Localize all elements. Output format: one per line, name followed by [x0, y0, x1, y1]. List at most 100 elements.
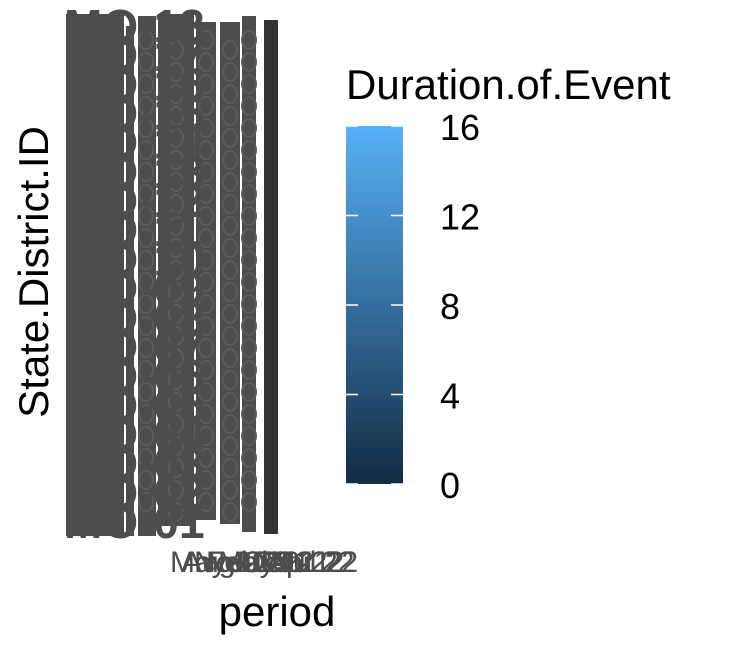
y-tick-labels: MO-01MO-02MO-03MO-04MO-05MO-06MO-07MO-08…	[64, 0, 205, 548]
overplot-glyph	[138, 470, 154, 490]
overplot-glyph	[222, 502, 238, 522]
y-tick-label: MO-17	[64, 29, 205, 81]
overplot-glyph	[222, 106, 238, 126]
y-tick-label: MO-09	[64, 263, 205, 315]
overplot-band	[158, 14, 194, 526]
overplot-glyph	[138, 338, 154, 358]
overplot-band	[126, 26, 134, 536]
overplot-glyph	[198, 206, 214, 226]
overplot-glyph	[198, 140, 214, 160]
overplot-glyph	[198, 228, 214, 248]
overplot-glyph	[241, 272, 257, 292]
overplot-glyph	[168, 282, 184, 302]
overplot-glyph	[241, 338, 257, 358]
overplot-glyph	[241, 206, 257, 226]
overplot-glyph	[168, 436, 184, 456]
y-tick-label: MO-15	[64, 88, 205, 140]
x-axis-title: period	[219, 588, 336, 635]
x-tick-label: Jul 22	[278, 546, 358, 579]
overplot-band	[196, 22, 216, 520]
overplot-glyph	[241, 426, 257, 446]
overplot-glyph	[138, 250, 154, 270]
overplot-glyph	[168, 84, 184, 104]
y-tick-label: MO-13	[64, 146, 205, 198]
overplot-glyph	[138, 140, 154, 160]
overplot-glyph	[168, 480, 184, 500]
overplot-glyph	[168, 326, 184, 346]
overplot-bar	[264, 20, 278, 534]
overplot-glyph	[222, 238, 238, 258]
overplot-glyph	[222, 150, 238, 170]
overplot-glyph	[198, 382, 214, 402]
overplot-glyph	[138, 448, 154, 468]
overplot-glyph	[138, 316, 154, 336]
overplot-glyph	[198, 184, 214, 204]
overplot-glyph	[198, 250, 214, 270]
y-tick-label: MO-02	[64, 467, 205, 519]
overplot-glyph	[138, 52, 154, 72]
legend-tick-label: 16	[440, 107, 480, 148]
overplot-glyph	[241, 140, 257, 160]
overplot-glyph	[222, 348, 238, 368]
overplot-glyph	[222, 304, 238, 324]
overplot-glyph	[241, 294, 257, 314]
overplot-glyph	[168, 502, 184, 522]
overplot-glyph	[222, 458, 238, 478]
overplot-glyph	[222, 128, 238, 148]
overplot-glyph	[241, 382, 257, 402]
overplot-glyph	[138, 184, 154, 204]
overplot-glyph	[222, 414, 238, 434]
overplot-glyph	[138, 492, 154, 512]
overplot-glyph	[241, 118, 257, 138]
overplot-glyph	[138, 382, 154, 402]
overplot-glyph	[222, 436, 238, 456]
plot-area	[66, 14, 278, 536]
overplot-glyph	[198, 272, 214, 292]
x-tick-label: Apr 22	[266, 546, 354, 579]
overplot-glyph	[198, 426, 214, 446]
overplot-glyph	[138, 294, 154, 314]
y-tick-label: MO-08	[64, 292, 205, 344]
overplot-glyph	[168, 62, 184, 82]
overplot-glyph	[168, 238, 184, 258]
y-tick-label: MO-04	[64, 408, 205, 460]
overplot-glyph	[241, 448, 257, 468]
overplot-glyph	[198, 74, 214, 94]
x-tick-label: May 20	[170, 546, 268, 579]
overplot-glyph	[222, 216, 238, 236]
overplot-glyph	[222, 84, 238, 104]
overplot-glyph	[168, 414, 184, 434]
overplot-glyph	[168, 106, 184, 126]
overplot-glyph	[241, 404, 257, 424]
overplot-glyph	[138, 74, 154, 94]
overplot-glyph	[198, 316, 214, 336]
y-tick-label: MO-14	[64, 117, 205, 169]
overplot-glyph	[222, 172, 238, 192]
overplot-glyph	[138, 426, 154, 446]
y-tick-label: MO-10	[64, 233, 205, 285]
overplot-glyph	[168, 348, 184, 368]
legend-ticks: 0 4 8 12 16	[346, 107, 480, 506]
overplot-glyph	[168, 128, 184, 148]
y-tick-label: MO-03	[64, 438, 205, 490]
x-tick-label: Nov 20	[194, 546, 289, 579]
y-axis-title: State.District.ID	[10, 126, 57, 418]
overplot-glyph	[198, 52, 214, 72]
overplot-glyph	[222, 62, 238, 82]
x-tick-label: Jan 22	[254, 546, 344, 579]
overplot-glyph	[222, 40, 238, 60]
overplot-glyph	[198, 162, 214, 182]
overplot-glyph	[168, 260, 184, 280]
overplot-glyph	[168, 150, 184, 170]
x-tick-label: Feb 21	[206, 546, 299, 579]
overplot-glyph	[198, 404, 214, 424]
y-tick-label: MO-05	[64, 379, 205, 431]
legend-tick-label: 0	[440, 465, 460, 506]
legend-tick-label: 8	[440, 286, 460, 327]
overplot-glyph	[198, 96, 214, 116]
overplot-glyph	[241, 228, 257, 248]
overplot-glyph	[198, 30, 214, 50]
overplot-glyph	[198, 470, 214, 490]
overplot-glyph	[241, 492, 257, 512]
overplot-glyph	[168, 40, 184, 60]
